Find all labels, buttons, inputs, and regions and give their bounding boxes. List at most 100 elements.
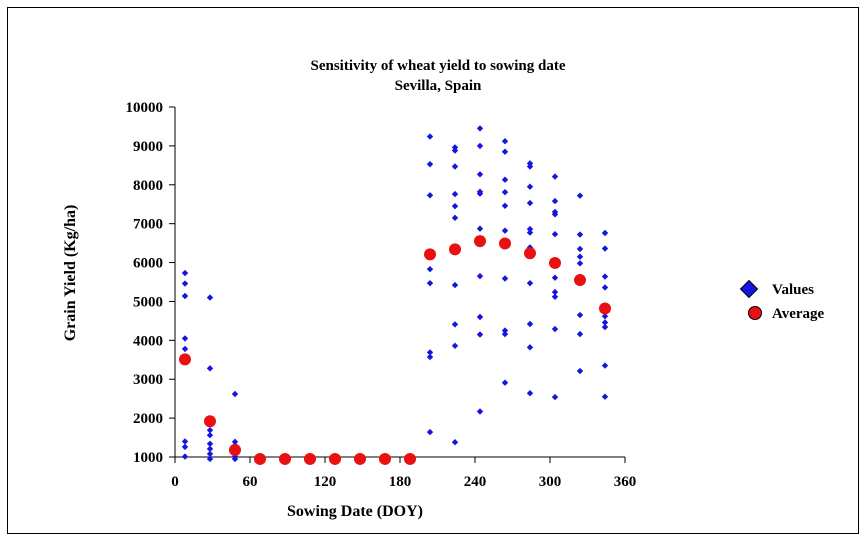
value-point bbox=[601, 273, 609, 280]
average-point bbox=[379, 452, 391, 465]
value-point bbox=[181, 453, 189, 460]
value-point bbox=[526, 390, 534, 397]
value-point bbox=[206, 445, 214, 453]
y-tick-label: 3000 bbox=[133, 372, 163, 388]
value-point bbox=[601, 245, 609, 252]
average-point bbox=[354, 452, 366, 465]
x-tick-label: 0 bbox=[171, 474, 179, 490]
y-axis-label: Grain Yield (Kg/ha) bbox=[62, 205, 79, 342]
average-point bbox=[304, 452, 316, 465]
value-point bbox=[476, 225, 484, 232]
value-point bbox=[601, 319, 609, 326]
value-point bbox=[576, 260, 584, 267]
value-point bbox=[451, 202, 459, 210]
value-point bbox=[476, 331, 484, 338]
value-point bbox=[501, 138, 509, 145]
average-point bbox=[524, 247, 536, 260]
value-point bbox=[231, 455, 239, 463]
legend-marker-values bbox=[739, 279, 759, 299]
value-point bbox=[451, 321, 459, 328]
value-point bbox=[526, 320, 534, 328]
axes bbox=[174, 107, 625, 458]
value-point bbox=[551, 288, 559, 296]
value-point bbox=[551, 293, 559, 300]
value-point bbox=[551, 230, 559, 238]
average-point bbox=[599, 302, 611, 315]
x-tick-label: 120 bbox=[314, 474, 337, 490]
values-series bbox=[181, 125, 609, 463]
chart-title: Sensitivity of wheat yield to sowing dat… bbox=[311, 58, 566, 74]
value-point bbox=[181, 269, 189, 277]
chart-subtitle: Sevilla, Spain bbox=[395, 78, 482, 94]
x-tick-label: 180 bbox=[389, 474, 412, 490]
value-point bbox=[576, 253, 584, 260]
value-point bbox=[576, 192, 584, 199]
legend-item-values: Values bbox=[739, 279, 814, 299]
value-point bbox=[451, 214, 459, 222]
value-point bbox=[526, 225, 534, 233]
value-point bbox=[526, 183, 534, 190]
value-point bbox=[426, 349, 434, 356]
value-point bbox=[426, 279, 434, 287]
value-point bbox=[451, 147, 459, 154]
average-point bbox=[279, 452, 291, 465]
average-point bbox=[179, 353, 191, 366]
value-point bbox=[231, 438, 239, 446]
value-point bbox=[206, 432, 214, 439]
x-axis-label: Sowing Date (DOY) bbox=[287, 503, 423, 520]
value-point bbox=[551, 173, 559, 180]
value-point bbox=[551, 393, 559, 401]
legend-label-average: Average bbox=[772, 306, 825, 322]
value-point bbox=[206, 450, 214, 458]
value-point bbox=[476, 408, 484, 415]
value-point bbox=[601, 362, 609, 369]
value-point bbox=[501, 275, 509, 282]
legend-label-values: Values bbox=[772, 282, 814, 298]
value-point bbox=[476, 272, 484, 280]
value-point bbox=[576, 231, 584, 238]
value-point bbox=[526, 229, 534, 236]
value-point bbox=[601, 284, 609, 291]
value-point bbox=[576, 245, 584, 253]
value-point bbox=[601, 323, 609, 331]
value-point bbox=[426, 192, 434, 199]
scatter-chart: Sensitivity of wheat yield to sowing dat… bbox=[62, 58, 825, 520]
value-point bbox=[181, 335, 189, 342]
value-point bbox=[576, 330, 584, 338]
value-point bbox=[576, 367, 584, 375]
value-point bbox=[476, 313, 484, 321]
value-point bbox=[526, 344, 534, 351]
y-tick-label: 9000 bbox=[133, 139, 163, 155]
value-point bbox=[451, 190, 459, 198]
value-point bbox=[181, 345, 189, 353]
y-tick-label: 1000 bbox=[133, 450, 163, 466]
value-point bbox=[501, 327, 509, 334]
value-point bbox=[576, 311, 584, 319]
average-point bbox=[204, 415, 216, 428]
value-point bbox=[451, 342, 459, 349]
value-point bbox=[551, 211, 559, 218]
average-point bbox=[549, 256, 561, 269]
value-point bbox=[501, 176, 509, 183]
average-point bbox=[404, 452, 416, 465]
average-point bbox=[499, 237, 511, 250]
y-axis-ticks: 1000 2000 3000 4000 5000 6000 7000 8000 9000 1000… bbox=[126, 100, 175, 466]
legend-item-average: Average bbox=[748, 306, 825, 322]
value-point bbox=[476, 171, 484, 178]
value-point bbox=[476, 142, 484, 150]
value-point bbox=[206, 294, 214, 301]
x-tick-label: 60 bbox=[243, 474, 258, 490]
y-tick-label: 8000 bbox=[133, 178, 163, 194]
value-point bbox=[181, 443, 189, 451]
value-point bbox=[181, 438, 189, 445]
value-point bbox=[206, 365, 214, 372]
y-tick-label: 7000 bbox=[133, 217, 163, 233]
x-tick-label: 360 bbox=[614, 474, 637, 490]
average-point bbox=[329, 452, 341, 465]
value-point bbox=[426, 133, 434, 140]
y-tick-label: 10000 bbox=[126, 100, 164, 116]
value-point bbox=[526, 279, 534, 287]
value-point bbox=[206, 440, 214, 447]
average-point bbox=[229, 444, 241, 456]
value-point bbox=[451, 163, 459, 170]
